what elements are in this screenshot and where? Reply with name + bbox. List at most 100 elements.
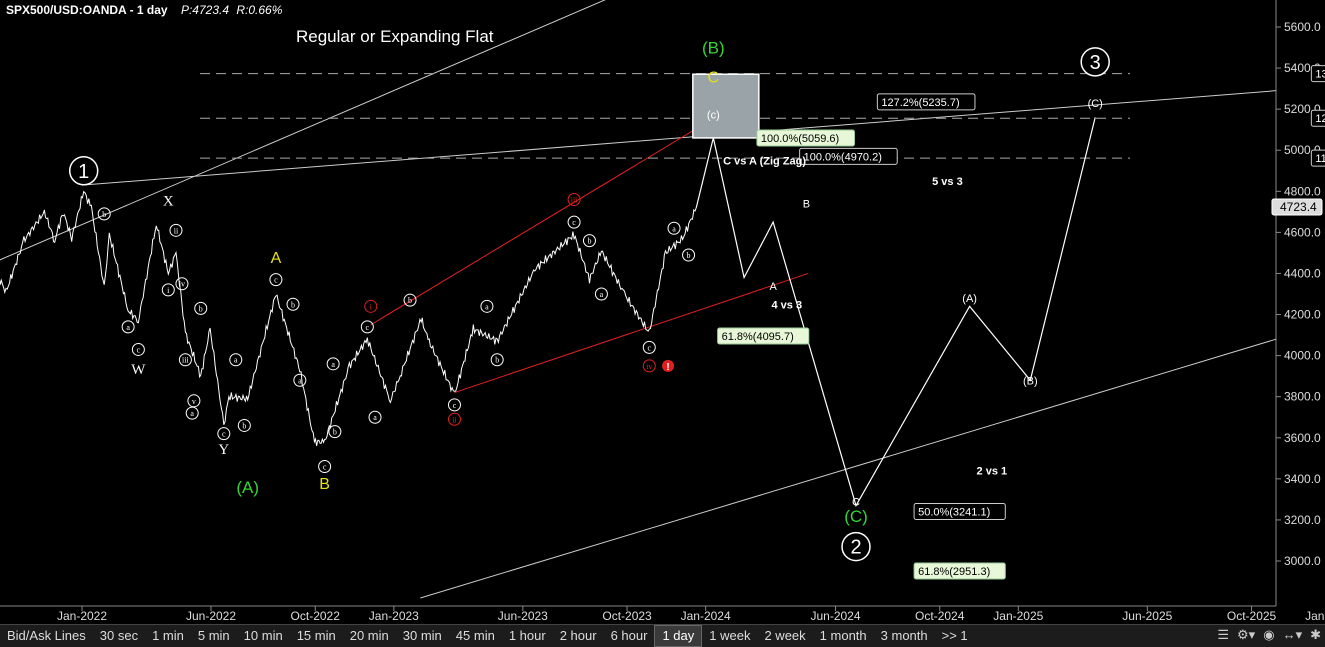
subwave-circle <box>286 297 300 311</box>
fib-label: 138.2%(5373.0) <box>1315 69 1325 81</box>
subwave-circle <box>642 359 656 373</box>
subwave-circle <box>328 425 342 439</box>
interval-button[interactable]: >> 1 <box>941 628 968 643</box>
interval-button[interactable]: 45 min <box>455 628 495 643</box>
subwave-circle <box>318 460 332 474</box>
interval-button[interactable]: Bid/Ask Lines <box>7 628 86 643</box>
subwave-label: iii <box>571 196 578 205</box>
interval-button[interactable]: 30 min <box>402 628 442 643</box>
fib-label: 110.0%(4961.7) <box>1315 153 1325 165</box>
settings-icon[interactable]: ⚙▾ <box>1237 627 1256 642</box>
red-channel-lower <box>454 272 809 394</box>
interval-button[interactable]: 1 day <box>654 625 703 647</box>
wave-label: A <box>769 281 777 293</box>
wave-label: A <box>271 250 282 267</box>
interval-button[interactable]: 30 sec <box>99 628 139 643</box>
subwave-circle <box>131 342 145 356</box>
x-tick-label: Jun-2023 <box>498 609 548 623</box>
interval-button[interactable]: 15 min <box>296 628 336 643</box>
fib-label-box <box>1310 65 1325 83</box>
subwave-label: a <box>373 413 377 422</box>
fib-label: 50.0%(3241.1) <box>918 506 990 518</box>
upper-trendline <box>0 0 606 261</box>
subwave-circle <box>642 340 656 354</box>
fib-label: 61.8%(4095.7) <box>722 331 794 343</box>
menu-icon[interactable]: ☰ <box>1217 627 1230 642</box>
subwave-circle <box>667 221 681 235</box>
interval-button[interactable]: 1 hour <box>508 628 546 643</box>
y-tick-label: 3000.0 <box>1284 554 1321 568</box>
subwave-circle <box>403 293 417 307</box>
wave-label: (A) <box>962 293 977 305</box>
subwave-circle <box>490 353 504 367</box>
fib-label: 100.0%(4970.2) <box>804 151 882 163</box>
interval-button[interactable]: 1 month <box>819 628 867 643</box>
interval-button[interactable]: 1 week <box>709 628 751 643</box>
y-tick-label: 3800.0 <box>1284 390 1321 404</box>
x-tick-label: Jan-2026 <box>1305 609 1325 623</box>
interval-toolbar: Bid/Ask Lines 30 sec 1 min 5 min 10 min 15 mi… <box>0 624 1325 647</box>
subwave-label: a <box>126 323 130 332</box>
wave-label: B <box>319 476 330 493</box>
wave-label: C vs A (Zig Zag) <box>723 156 806 168</box>
subwave-label: i <box>370 302 373 311</box>
subwave-circle <box>97 207 111 221</box>
subwave-label: a <box>485 302 489 311</box>
subwave-label: ii <box>452 415 457 424</box>
y-tick-label: 4000.0 <box>1284 349 1321 363</box>
subwave-circle <box>447 398 461 412</box>
y-tick-label: 4800.0 <box>1284 184 1321 198</box>
range-readout: R:0.66% <box>236 3 283 17</box>
subwave-label: iii <box>182 356 189 365</box>
interval-button[interactable]: 20 min <box>349 628 389 643</box>
range-icon[interactable]: ↔▾ <box>1282 627 1303 642</box>
subwave-label: b <box>687 251 691 260</box>
subwave-label: a <box>672 224 676 233</box>
price-chart[interactable]: 5600.05400.05200.05000.04800.04600.04400… <box>0 0 1325 624</box>
subwave-label: v <box>192 397 196 406</box>
y-tick-label: 3600.0 <box>1284 431 1321 445</box>
subwave-label: b <box>199 304 203 313</box>
toolbar-icons: ☰ ⚙▾ ◉ ↔▾ ✱ <box>1217 627 1321 643</box>
wave-label: 1 <box>78 161 89 183</box>
alert-label: ! <box>666 362 669 373</box>
subwave-circle <box>178 353 192 367</box>
projection-path <box>695 117 1096 508</box>
subwave-circle <box>237 418 251 432</box>
y-tick-label: 5600.0 <box>1284 20 1321 34</box>
wave-label: B <box>803 199 810 211</box>
interval-button[interactable]: 3 month <box>880 628 928 643</box>
x-tick-label: Jun-2022 <box>186 609 236 623</box>
interval-button[interactable]: 2 hour <box>559 628 597 643</box>
subwave-circle <box>293 373 307 387</box>
fib-label-box <box>756 129 856 147</box>
subwave-label: b <box>408 296 412 305</box>
fib-label-box <box>913 562 1006 580</box>
interval-button[interactable]: 1 min <box>152 628 184 643</box>
eye-icon[interactable]: ◉ <box>1263 627 1275 642</box>
subwave-label: b <box>587 237 591 246</box>
subwave-label: b <box>291 300 295 309</box>
subwave-circle <box>360 320 374 334</box>
wave-degree-circle <box>1080 47 1110 77</box>
wave-label: (A) <box>236 478 259 497</box>
x-tick-label: Jan-2023 <box>369 609 419 623</box>
y-tick-label: 4600.0 <box>1284 225 1321 239</box>
subwave-label: c <box>366 323 370 332</box>
subwave-label: a <box>331 360 335 369</box>
subwave-label: iv <box>646 362 652 371</box>
interval-button[interactable]: 2 week <box>764 628 806 643</box>
subwave-circle <box>194 301 208 315</box>
fib-label-box <box>799 147 898 165</box>
gear-icon[interactable]: ✱ <box>1310 627 1321 642</box>
wave-label: C <box>708 69 720 86</box>
interval-button[interactable]: 5 min <box>197 628 230 643</box>
chart-area[interactable]: 5600.0 5400.0 5200.0 5000.0 4800.0 4600.0 4400… <box>0 0 1325 624</box>
chart-title: Regular or Expanding Flat <box>296 27 494 46</box>
subwave-label: c <box>453 401 457 410</box>
interval-button[interactable]: 10 min <box>243 628 283 643</box>
wave-label: W <box>131 362 146 378</box>
subwave-circle <box>594 287 608 301</box>
x-tick-label: Oct-2022 <box>291 609 341 623</box>
interval-button[interactable]: 6 hour <box>610 628 648 643</box>
